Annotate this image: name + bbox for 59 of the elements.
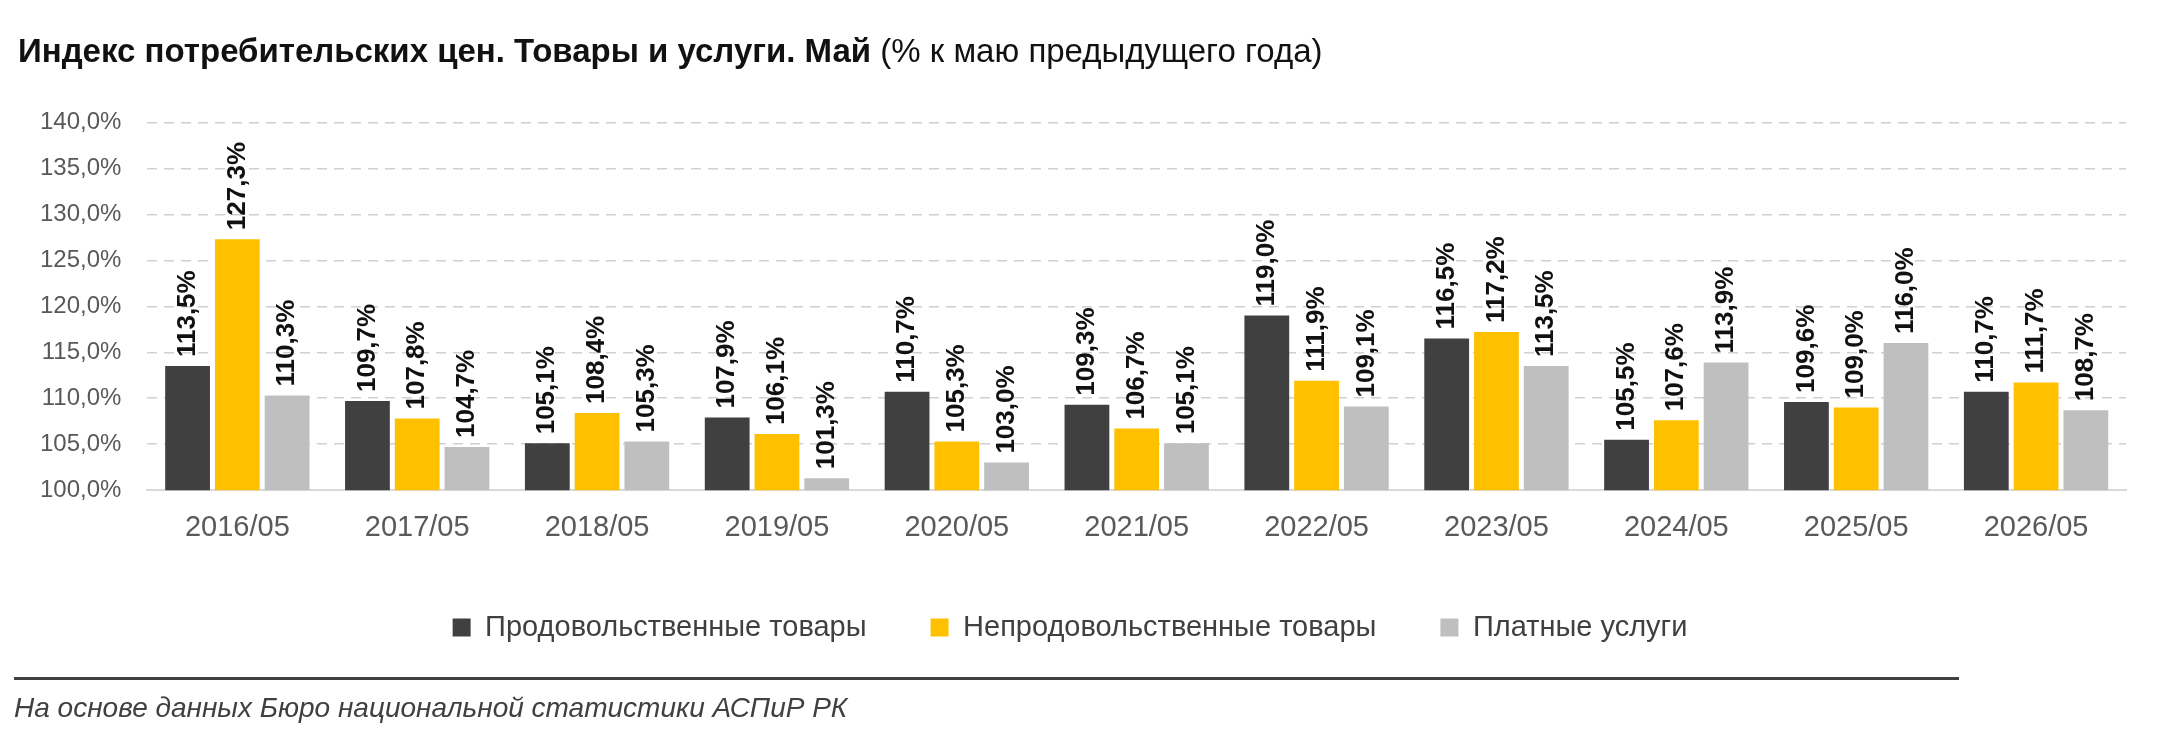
data-label: 106,1% — [760, 336, 791, 426]
data-label: 111,7% — [2019, 288, 2050, 374]
data-label: 113,9% — [1709, 266, 1740, 354]
data-label: 105,1% — [1169, 346, 1200, 435]
y-tick-label: 115,0% — [41, 336, 122, 364]
data-label: 105,1% — [530, 346, 561, 435]
data-label: 103,0% — [989, 365, 1020, 454]
x-tick-label: 2020/05 — [904, 509, 1010, 542]
data-label: 109,6% — [1789, 304, 1820, 393]
y-tick-label: 135,0% — [39, 153, 122, 180]
chart-title: Индекс потребительских цен. Товары и услуги. Май — [18, 32, 872, 69]
data-label: 113,5% — [1529, 270, 1560, 358]
data-label: 110,7% — [1969, 296, 2000, 383]
y-tick-label: 120,0% — [39, 290, 122, 318]
data-label: 110,3% — [270, 299, 301, 387]
data-label: 116,0% — [1889, 247, 1920, 335]
data-label: 109,7% — [350, 303, 381, 393]
y-tick-label: 110,0% — [41, 382, 122, 410]
data-label: 110,7% — [890, 296, 921, 383]
y-tick-label: 130,0% — [39, 198, 122, 226]
data-label: 113,5% — [170, 270, 201, 358]
x-tick-label: 2024/05 — [1623, 509, 1729, 542]
data-label: 107,9% — [710, 320, 741, 409]
x-tick-label: 2017/05 — [364, 509, 470, 542]
data-label: 116,5% — [1429, 242, 1460, 330]
y-tick-label: 105,0% — [39, 428, 122, 456]
data-label: 109,1% — [1349, 309, 1380, 398]
data-label: 105,3% — [940, 344, 970, 433]
x-tick-label: 2023/05 — [1444, 509, 1549, 542]
data-label: 127,3% — [220, 141, 251, 231]
data-label: 107,8% — [400, 321, 431, 410]
data-label: 101,3% — [809, 381, 840, 470]
data-label: 108,4% — [580, 315, 611, 404]
data-label: 106,7% — [1119, 331, 1150, 420]
data-label: 117,2% — [1479, 236, 1510, 324]
x-tick-label: 2025/05 — [1803, 509, 1909, 542]
x-tick-label: 2019/05 — [724, 509, 830, 542]
y-tick-label: 100,0% — [39, 474, 122, 502]
data-label: 105,3% — [630, 344, 661, 433]
data-label: 119,0% — [1249, 219, 1280, 307]
chart-subtitle: (% к маю предыдущего года) — [880, 32, 1323, 69]
x-tick-label: 2018/05 — [544, 509, 650, 542]
data-label: 107,6% — [1659, 323, 1690, 412]
legend-label: Непродовольственные товары — [963, 609, 1377, 642]
y-tick-label: 140,0% — [39, 107, 122, 135]
data-label: 105,5% — [1609, 342, 1640, 431]
data-label: 109,0% — [1839, 310, 1870, 399]
data-label: 111,9% — [1299, 286, 1330, 372]
data-label: 108,7% — [2069, 313, 2099, 402]
data-label: 104,7% — [450, 349, 481, 438]
legend-label: Продовольственные товары — [485, 609, 867, 642]
legend-label: Платные услуги — [1472, 609, 1688, 642]
y-tick-label: 125,0% — [39, 244, 122, 272]
x-tick-label: 2021/05 — [1084, 509, 1190, 542]
text: На основе данных Бюро национальной статистики АСПиР РК — [14, 692, 848, 724]
x-tick-label: 2022/05 — [1264, 509, 1369, 542]
data-label: 109,3% — [1070, 307, 1101, 396]
x-tick-label: 2016/05 — [184, 509, 290, 542]
x-tick-label: 2026/05 — [1983, 509, 2089, 542]
